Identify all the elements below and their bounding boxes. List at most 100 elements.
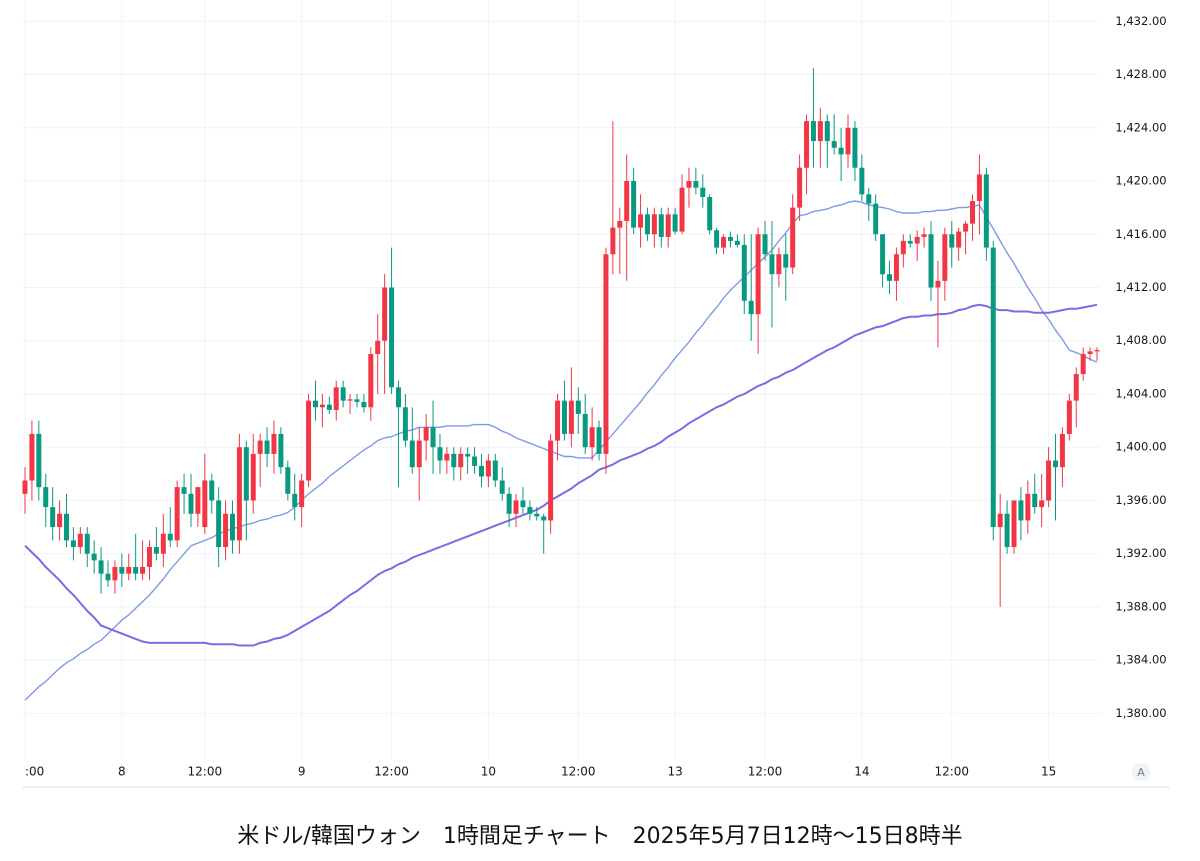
- candle-body: [1080, 354, 1086, 375]
- candle-body: [1053, 460, 1059, 468]
- candle-body: [651, 214, 657, 235]
- candle-body: [174, 487, 180, 541]
- candle-body: [216, 500, 222, 548]
- candle-body: [1039, 500, 1045, 508]
- candle-body: [451, 453, 457, 468]
- candle-body: [665, 214, 671, 237]
- candle-body: [762, 234, 768, 255]
- candle-body: [319, 404, 325, 408]
- candle-body: [824, 121, 830, 142]
- candle-body: [236, 447, 242, 541]
- candle-body: [209, 480, 215, 501]
- candle-body: [395, 387, 401, 408]
- auto-scale-label[interactable]: A: [1137, 766, 1145, 779]
- y-tick-label: 1,412.00: [1115, 280, 1166, 294]
- candle-body: [63, 513, 69, 541]
- candle-body: [582, 413, 588, 448]
- candle-body: [873, 203, 879, 235]
- chart: A 1,380.00 1,384.00 1,388.00 1,392.00 1,396.…: [22, 0, 1170, 788]
- candle-body: [112, 567, 118, 581]
- x-tick-label: 12:00: [561, 765, 596, 779]
- candle-body: [271, 433, 277, 454]
- candle-body: [921, 234, 927, 237]
- candle-body: [603, 254, 609, 454]
- candle-body: [541, 516, 547, 521]
- candle-body: [458, 453, 464, 468]
- candle-body: [492, 460, 498, 481]
- y-tick-label: 1,432.00: [1115, 14, 1166, 28]
- candle-body: [333, 387, 339, 410]
- candle-body: [555, 400, 561, 441]
- candle-body: [624, 181, 630, 221]
- candle-body: [430, 427, 436, 448]
- candle-body: [167, 533, 173, 541]
- x-tick-label: 12:00: [934, 765, 969, 779]
- auto-scale-button[interactable]: [1132, 763, 1150, 781]
- candle-body: [644, 214, 650, 235]
- candle-body: [354, 399, 360, 402]
- candle-body: [119, 567, 125, 574]
- candle-body: [382, 287, 388, 341]
- candle-body: [748, 300, 754, 315]
- y-tick-label: 1,388.00: [1115, 599, 1166, 613]
- candle-body: [285, 467, 291, 494]
- candle-body: [700, 187, 706, 197]
- candle-body: [195, 487, 201, 514]
- candle-body: [1011, 500, 1017, 548]
- candle-body: [1059, 433, 1065, 468]
- x-tick-label: 12:00: [188, 765, 223, 779]
- candle-body: [520, 500, 526, 508]
- candle-body: [264, 440, 270, 454]
- candle-body: [105, 573, 111, 581]
- candle-body: [887, 274, 893, 281]
- x-tick-label: 12:00: [374, 765, 409, 779]
- candle-body: [997, 513, 1003, 528]
- candle-body: [631, 181, 637, 228]
- candle-body: [790, 207, 796, 268]
- candle-body: [292, 493, 298, 508]
- candle-body: [928, 234, 934, 288]
- candle-body: [880, 234, 886, 275]
- candle-body: [734, 240, 740, 245]
- candle-body: [776, 254, 782, 275]
- candle-body: [513, 500, 519, 514]
- candle-body: [57, 513, 63, 528]
- candle-body: [983, 174, 989, 248]
- candle-body: [43, 487, 49, 508]
- candle-body: [77, 533, 83, 548]
- candle-body: [1032, 493, 1038, 508]
- candle-body: [610, 227, 616, 255]
- candle-body: [389, 287, 395, 388]
- candle-body: [817, 121, 823, 142]
- candle-body: [229, 513, 235, 541]
- candle-body: [707, 196, 713, 231]
- candle-body: [444, 453, 450, 461]
- candle-body: [970, 200, 976, 224]
- candle-body: [472, 456, 478, 466]
- candle-body: [907, 240, 913, 244]
- candle-body: [568, 400, 574, 434]
- x-tick-label: 15: [1041, 765, 1056, 779]
- candle-body: [160, 533, 166, 554]
- candle-body: [423, 427, 429, 441]
- y-tick-label: 1,384.00: [1115, 653, 1166, 667]
- candle-body: [1094, 350, 1100, 352]
- candle-body: [727, 236, 733, 241]
- x-tick-label: 12:00: [748, 765, 783, 779]
- candle-body: [22, 480, 28, 494]
- candle-body: [340, 387, 346, 401]
- candle-body: [658, 214, 664, 237]
- candle-body: [769, 254, 775, 275]
- candle-body: [617, 220, 623, 228]
- candle-body: [29, 433, 35, 481]
- candle-body: [1073, 374, 1079, 401]
- candle-body: [714, 230, 720, 248]
- candle-body: [859, 167, 865, 195]
- candle-body: [499, 480, 505, 494]
- candle-body: [306, 400, 312, 481]
- x-tick-label: 10: [481, 765, 496, 779]
- candle-body: [866, 194, 872, 204]
- candle-body: [1087, 351, 1093, 355]
- candle-body: [1004, 513, 1010, 548]
- candle-body: [942, 234, 948, 281]
